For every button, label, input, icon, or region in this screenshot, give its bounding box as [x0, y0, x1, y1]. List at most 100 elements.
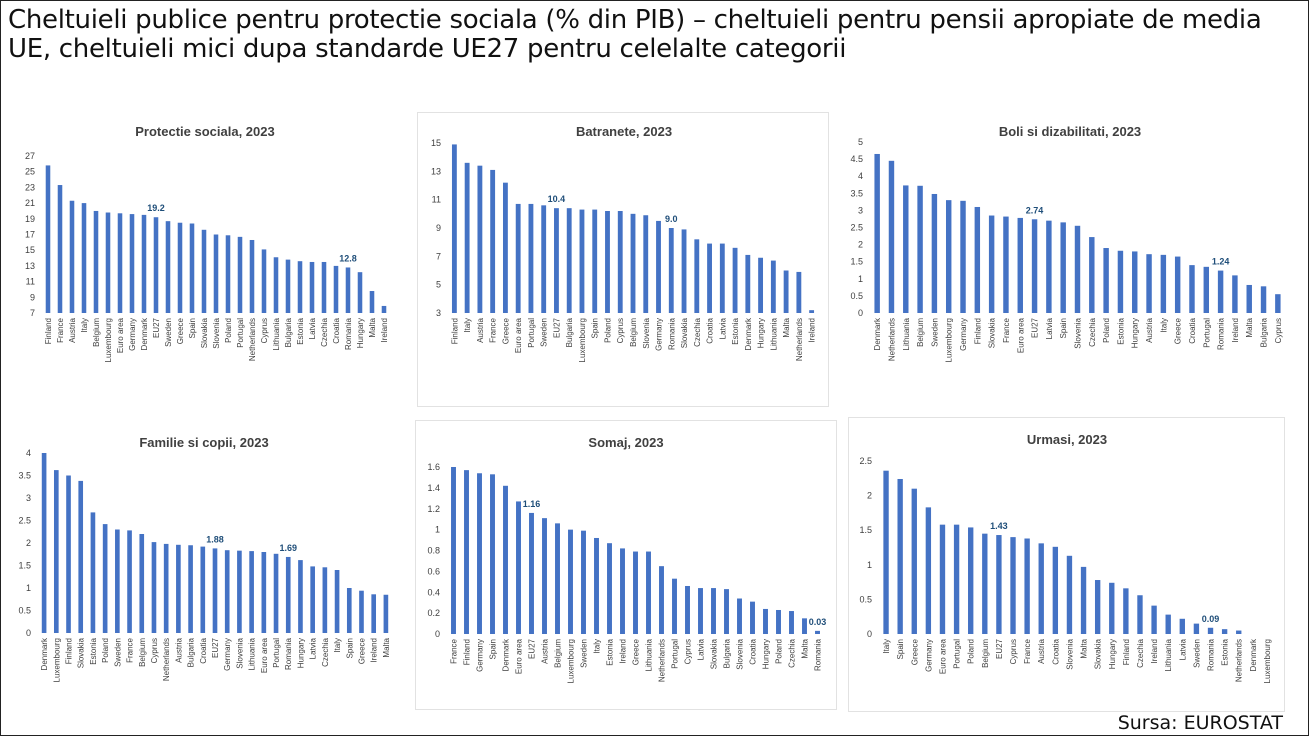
y-tick-label: 2.5 — [859, 456, 872, 466]
chart-svg-protectie: Protectie sociala, 2023 7 9 11 13 15 17 19 21 23 2… — [25, 124, 389, 362]
x-tick-label: Czechia — [320, 317, 329, 346]
y-tick-label: 7 — [30, 308, 35, 318]
x-tick-label: Czechia — [1088, 317, 1097, 346]
bar-hungary — [758, 257, 764, 313]
x-tick-label: Luxembourg — [567, 639, 576, 683]
bar-germany — [925, 507, 932, 634]
bar-france — [1003, 216, 1009, 313]
y-tick-label: 1 — [435, 525, 440, 535]
x-tick-label: Denmark — [140, 317, 149, 350]
x-tick-label: Greece — [357, 637, 366, 664]
bar-poland — [102, 524, 108, 633]
chart-protectie-sociala: Protectie sociala, 2023 7 9 11 13 15 17 19 21 23 2… — [10, 115, 400, 407]
y-tick-label: 1.5 — [18, 561, 31, 571]
y-tick-label: 13 — [25, 261, 35, 271]
y-tick-label: 1.5 — [850, 257, 863, 267]
x-tick-label: Estonia — [1221, 638, 1230, 665]
chart-title: Urmasi, 2023 — [1027, 432, 1107, 447]
bar-hungary — [1132, 251, 1138, 313]
x-tick-label: Malta — [1245, 317, 1254, 337]
y-tick-label: 2.5 — [850, 223, 863, 233]
x-tick-label: Slovenia — [642, 317, 651, 348]
x-tick-label: Denmark — [502, 638, 511, 671]
x-tick-label: Latvia — [697, 638, 706, 660]
y-tick-label: 0.2 — [427, 608, 440, 618]
y-tick-label: 25 — [25, 167, 35, 177]
x-tick-label: Bulgaria — [187, 637, 196, 667]
bar-spain — [592, 209, 598, 313]
x-tick-label: Belgium — [554, 639, 563, 668]
x-tick-label: Portugal — [953, 639, 962, 669]
x-tick-label: Austria — [1145, 317, 1154, 342]
bar-cyprus — [261, 249, 267, 313]
y-tick-label: 0 — [858, 308, 863, 318]
x-tick-label: Austria — [1037, 638, 1046, 663]
x-tick-label: Slovakia — [1094, 638, 1103, 669]
bar-romania — [1207, 627, 1214, 634]
x-tick-label: Finland — [65, 638, 74, 664]
data-label-eu27: 1.88 — [206, 534, 224, 544]
bar-romania — [668, 228, 674, 313]
bar-croatia — [1052, 546, 1059, 634]
x-tick-label: Cyprus — [260, 318, 269, 343]
bar-romania — [345, 267, 351, 313]
bar-italy — [594, 537, 599, 634]
chart-title: Protectie sociala, 2023 — [135, 124, 274, 139]
y-tick-label: 3 — [26, 493, 31, 503]
x-tick-label: Netherlands — [1235, 639, 1244, 682]
x-tick-label: Portugal — [671, 639, 680, 669]
bar-spain — [490, 474, 495, 634]
x-tick-label: Lithuania — [272, 317, 281, 350]
bar-hungary — [1109, 582, 1115, 634]
page-title: Cheltuieli publice pentru protectie soci… — [8, 5, 1262, 64]
bar-slovenia — [213, 234, 219, 313]
x-tick-label: Finland — [450, 318, 459, 344]
bar-slovenia — [1066, 555, 1073, 634]
bar-austria — [477, 165, 483, 313]
x-tick-label: Poland — [775, 639, 784, 664]
x-tick-label: Greece — [632, 638, 641, 665]
x-tick-label: Romania — [1207, 638, 1216, 671]
y-tick-label: 2 — [867, 491, 872, 501]
bar-eu27 — [554, 208, 559, 313]
x-tick-label: Hungary — [762, 639, 771, 669]
bar-poland — [968, 527, 974, 634]
bar-netherlands — [163, 543, 169, 633]
y-tick-label: 0.5 — [18, 606, 31, 616]
bar-sweden — [115, 529, 120, 633]
x-tick-label: Latvia — [308, 317, 317, 339]
bar-netherlands — [1236, 630, 1242, 634]
x-tick-label: Germany — [476, 639, 485, 672]
x-tick-label: Ireland — [1150, 639, 1159, 663]
x-tick-label: Slovakia — [988, 317, 997, 348]
bar-denmark — [141, 214, 147, 314]
bar-ireland — [381, 305, 387, 313]
x-tick-label: Luxembourg — [104, 318, 113, 362]
bar-portugal — [672, 578, 677, 634]
bar-eu27 — [212, 548, 218, 633]
bar-euro-area — [515, 203, 521, 313]
y-tick-label: 13 — [431, 166, 441, 176]
x-tick-label: France — [1002, 317, 1011, 342]
bar-spain — [189, 223, 195, 313]
x-tick-label: Spain — [896, 639, 905, 659]
x-tick-label: Czechia — [693, 317, 702, 346]
bar-czechia — [694, 239, 700, 313]
source-note: Sursa: EUROSTAT — [1117, 712, 1283, 734]
chart-svg-familie: Familie si copii, 2023 0 0.5 1 1.5 2 2.5 3 3.5 4 D… — [18, 435, 390, 682]
x-tick-label: Lithuania — [1164, 638, 1173, 671]
data-label-eu27: 10.4 — [548, 194, 566, 204]
x-tick-label: Italy — [593, 639, 602, 654]
x-tick-label: Lithuania — [645, 638, 654, 671]
x-tick-label: Romania — [814, 638, 823, 671]
y-tick-label: 9 — [436, 223, 441, 233]
bar-poland — [776, 609, 781, 634]
bar-italy — [1160, 254, 1167, 313]
bar-sweden — [1193, 623, 1200, 634]
x-tick-label: EU27 — [152, 317, 161, 338]
x-tick-label: Spain — [345, 638, 354, 658]
x-tick-label: Cyprus — [150, 638, 159, 663]
x-tick-label: Hungary — [757, 318, 766, 348]
x-tick-label: Italy — [882, 639, 891, 654]
bar-lithuania — [770, 260, 776, 313]
